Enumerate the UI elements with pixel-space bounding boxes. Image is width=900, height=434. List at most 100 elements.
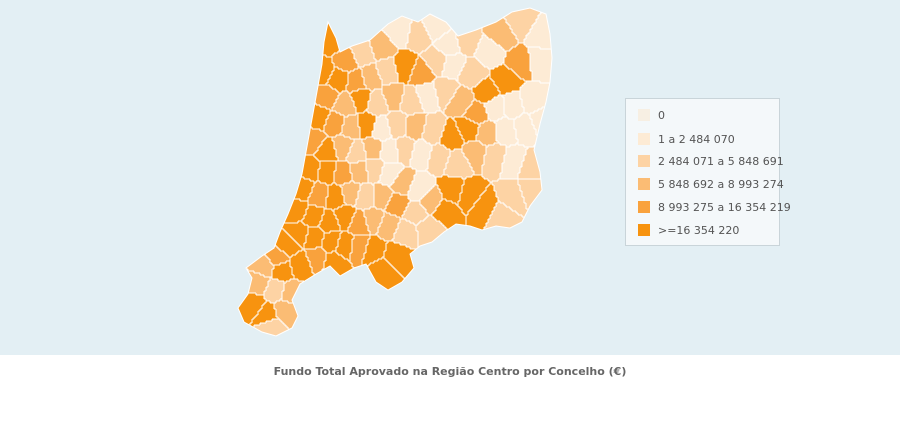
border-segment [278,42,280,44]
municipality-cell [464,65,484,67]
municipality-cell [362,141,382,143]
municipality-cell [492,213,518,215]
municipality-cell [240,151,270,153]
border-segment [283,281,285,283]
border-segment [335,161,337,163]
border-segment [280,168,282,170]
municipality-cell [362,19,374,21]
municipality-cell [356,271,358,273]
border-segment [409,201,411,203]
border-segment [515,37,517,39]
municipality-cell [238,221,248,223]
border-segment [397,51,399,53]
municipality-cell [480,101,488,103]
border-segment [240,288,242,290]
choropleth-map[interactable] [0,0,900,355]
municipality-cell [374,189,392,191]
municipality-cell [292,237,306,239]
municipality-cell [370,93,382,95]
border-segment [268,190,270,192]
municipality-cell [238,167,280,169]
municipality-cell [324,235,340,237]
municipality-cell [494,207,510,209]
municipality-cell [306,235,324,237]
municipality-cell [472,251,552,253]
border-segment [421,253,423,255]
border-segment [463,305,465,307]
municipality-cell [392,135,404,137]
municipality-cell [334,143,352,145]
municipality-cell [238,201,308,203]
municipality-cell [474,249,552,251]
municipality-cell [368,179,380,181]
border-segment [324,208,326,210]
border-segment [278,90,280,92]
border-segment [453,95,455,97]
border-segment [335,183,337,185]
municipality-cell [470,119,488,121]
municipality-cell [426,63,444,65]
border-segment [317,179,319,181]
border-segment [539,13,541,15]
border-segment [439,201,441,203]
border-segment [325,183,327,185]
border-segment [311,269,313,271]
municipality-cell [368,227,378,229]
border-segment [280,250,282,252]
border-segment [295,47,297,49]
municipality-cell [238,257,268,259]
border-segment [276,166,278,168]
municipality-cell [352,239,368,241]
border-segment [419,55,421,57]
border-segment [327,299,329,301]
municipality-cell [494,187,520,189]
border-segment [351,233,353,235]
border-segment [525,207,527,209]
border-segment [236,149,238,150]
border-segment [541,235,543,237]
border-segment [405,209,407,211]
border-segment [393,235,395,237]
municipality-cell [398,155,412,157]
municipality-cell [466,57,476,59]
border-segment [453,149,455,151]
municipality-cell [374,203,388,205]
border-segment [274,90,276,92]
municipality-cell [514,71,532,73]
municipality-cell [530,219,552,221]
border-segment [306,282,308,284]
municipality-cell [254,241,272,243]
municipality-cell [496,137,516,139]
border-segment [353,25,355,27]
border-segment [300,337,301,339]
municipality-cell [366,31,384,33]
municipality-cell [366,159,382,161]
border-segment [481,143,483,145]
municipality-cell [346,157,366,159]
border-segment [556,251,557,253]
border-segment [324,232,326,234]
municipality-cell [310,179,318,181]
border-segment [276,152,278,154]
border-segment [261,307,263,309]
border-segment [305,251,307,253]
border-segment [525,149,527,151]
border-segment [541,107,543,109]
border-segment [286,260,288,262]
border-segment [232,211,234,212]
municipality-cell [414,149,432,151]
municipality-cell [336,101,354,103]
border-segment [493,207,495,209]
border-segment [467,159,469,161]
border-segment [503,203,505,205]
municipality-cell [280,225,308,227]
border-segment [259,273,261,275]
municipality-cell [322,245,338,247]
border-segment [319,165,321,167]
municipality-cell [382,29,410,31]
border-segment [413,147,415,149]
border-segment [481,31,483,33]
municipality-cell [416,59,424,61]
municipality-cell [364,81,382,83]
border-segment [343,183,345,185]
